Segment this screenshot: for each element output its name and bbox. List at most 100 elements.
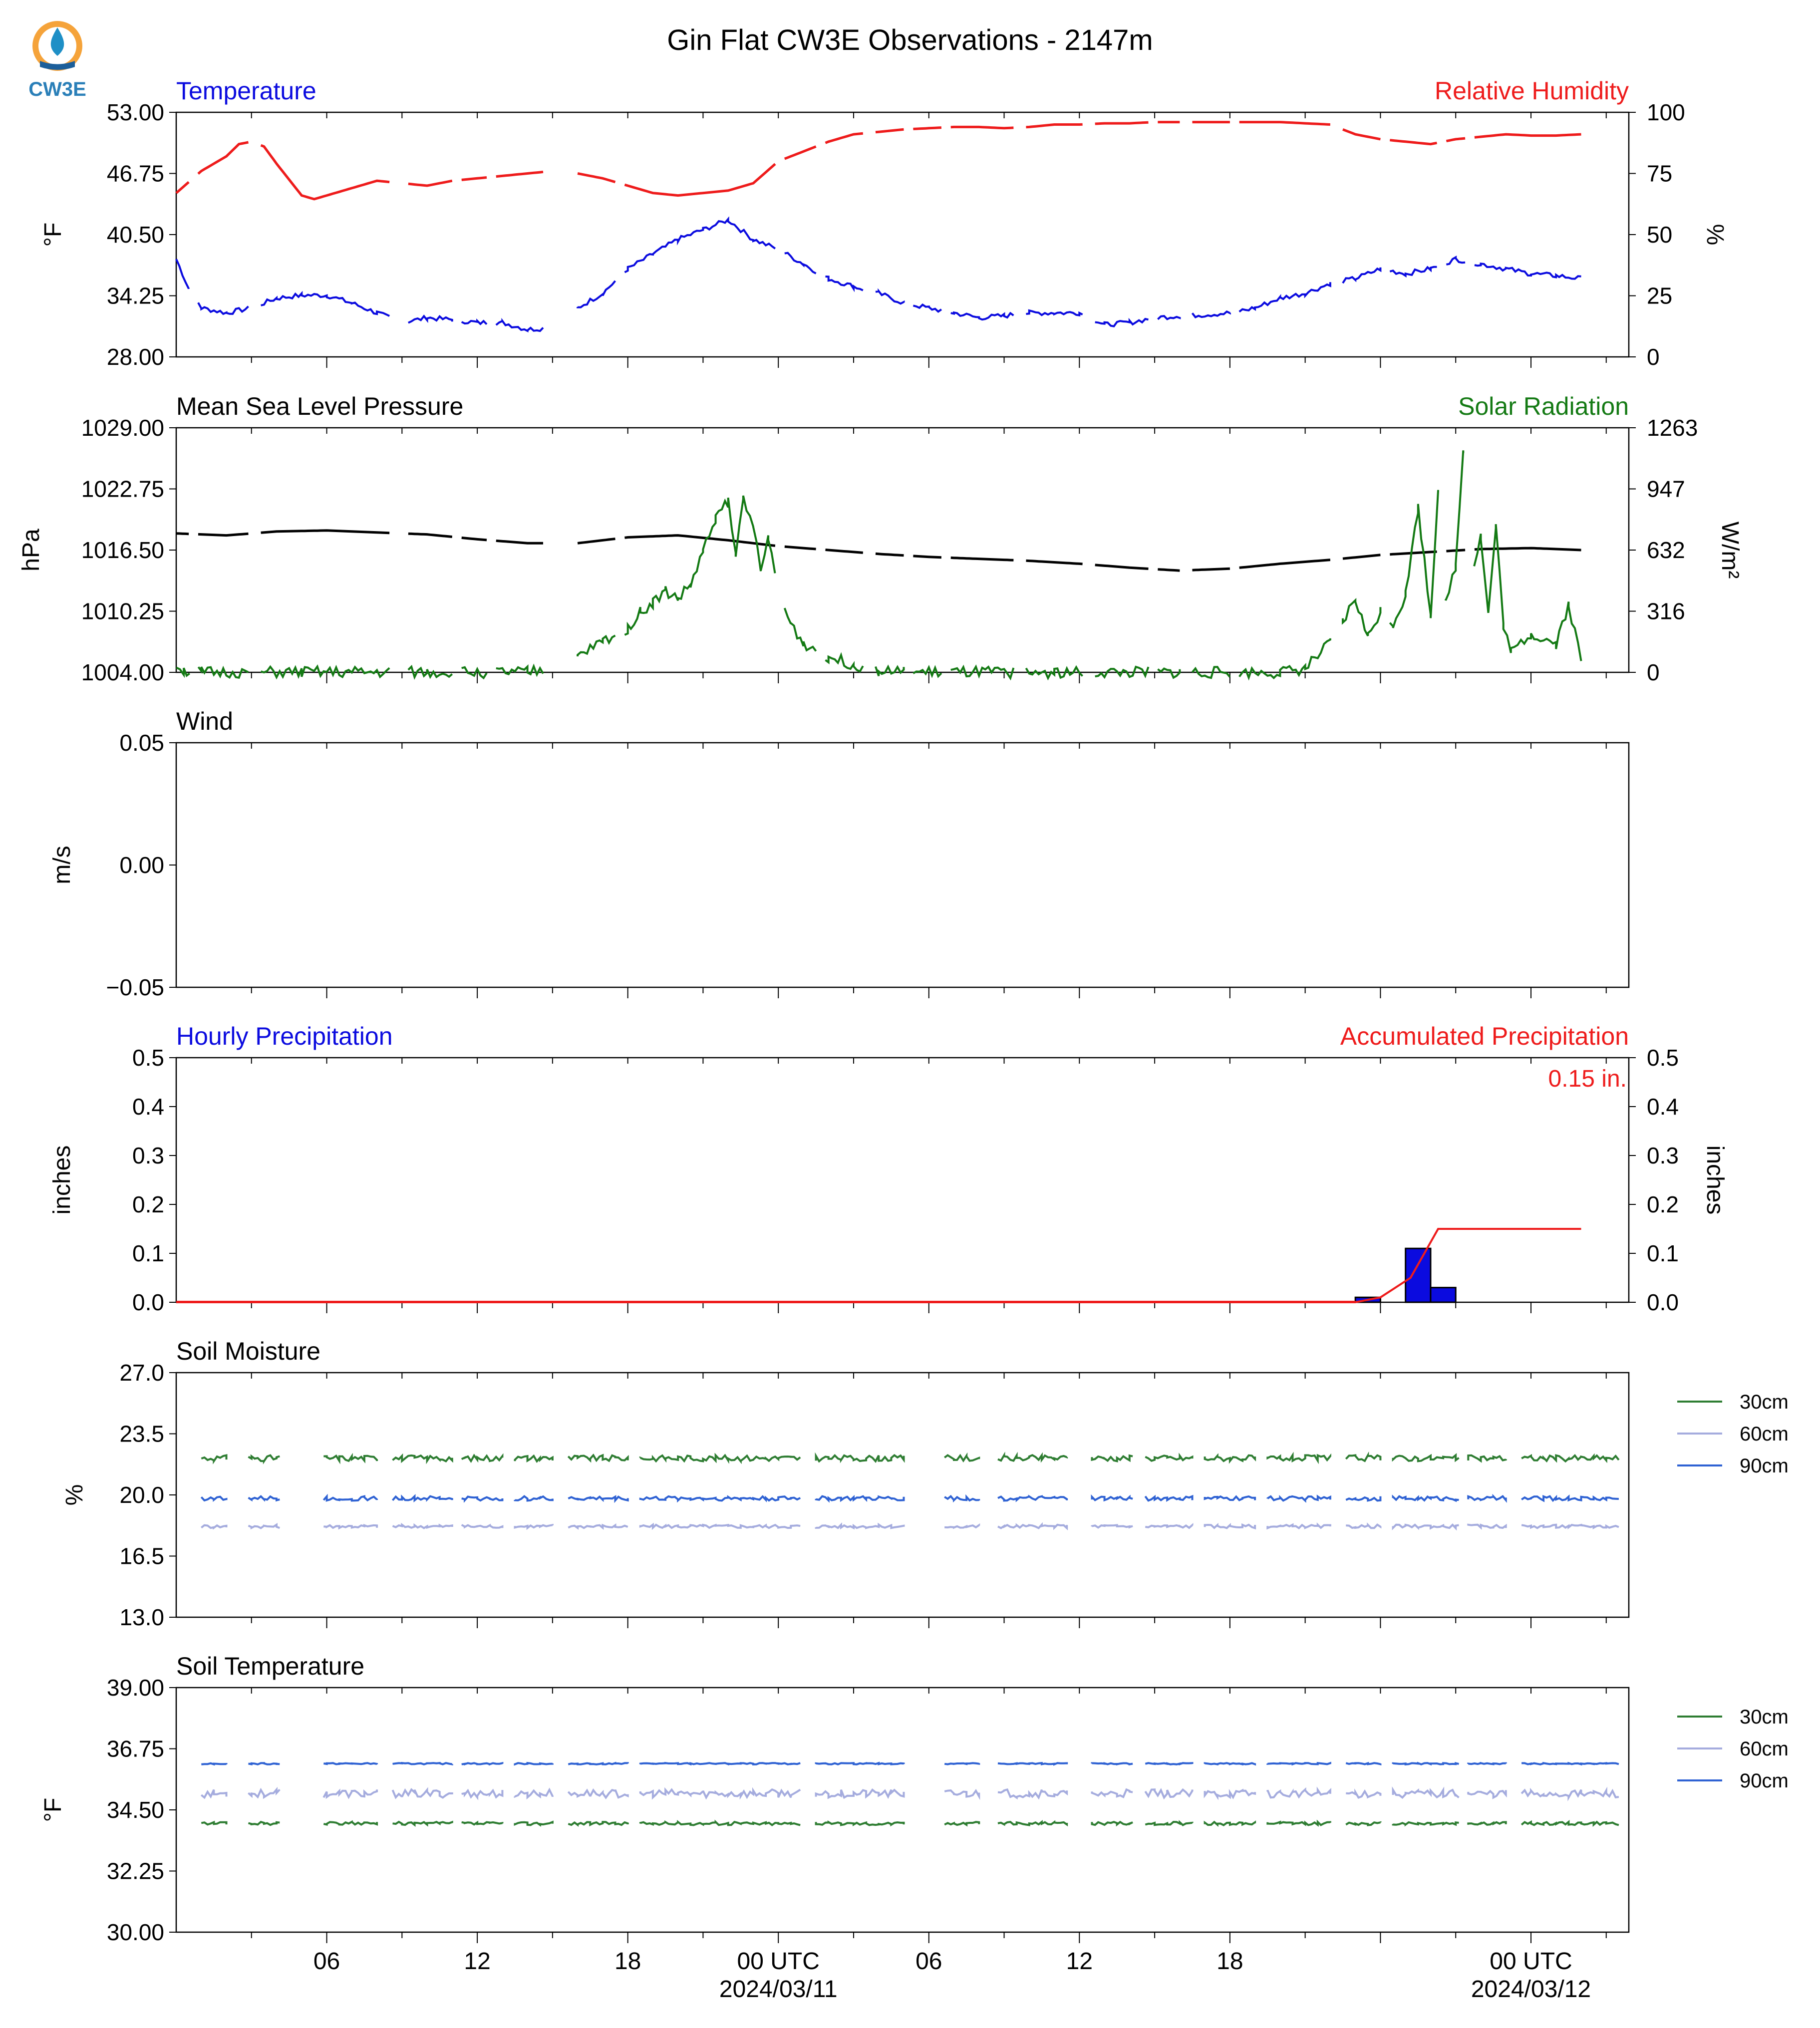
legend-label: 30cm xyxy=(1740,1391,1789,1413)
y-axis-label: m/s xyxy=(49,846,75,884)
y-tick-label-right: 0.4 xyxy=(1647,1094,1679,1120)
y-tick-label: 0.0 xyxy=(132,1289,164,1315)
x-tick-label: 18 xyxy=(614,1948,641,1975)
legend-label: 60cm xyxy=(1740,1738,1789,1760)
legend-label: 90cm xyxy=(1740,1770,1789,1792)
y-tick-label: 13.0 xyxy=(119,1604,164,1630)
panel-soil-temperature: Soil Temperature 39.00 36.75 34.50 32.25 30.0… xyxy=(40,1652,1789,2003)
plot-frame xyxy=(175,111,1630,358)
soil-series-30cm xyxy=(201,1451,1620,1464)
logo-text: CW3E xyxy=(28,78,86,100)
x-date-label: 2024/03/11 xyxy=(719,1976,838,2003)
y-axis-label-right: inches xyxy=(1702,1146,1728,1215)
panel-title-left: Wind xyxy=(176,707,233,735)
y-tick-label-right: 75 xyxy=(1647,161,1672,187)
y-tick-label: 0.5 xyxy=(132,1045,164,1071)
y-axis-label: °F xyxy=(40,223,66,247)
y-tick-label: 1029.00 xyxy=(81,415,164,441)
y-tick-label-right: 0.2 xyxy=(1647,1191,1679,1217)
panel-title-left: Temperature xyxy=(176,77,316,105)
y-axis-label-right: W/m² xyxy=(1717,522,1743,579)
accumulated-total-annotation: 0.15 in. xyxy=(1548,1066,1627,1092)
panel-pressure-solar: Mean Sea Level Pressure Solar Radiation 10… xyxy=(18,392,1743,685)
legend-label: 60cm xyxy=(1740,1423,1789,1445)
y-tick-label: 23.5 xyxy=(119,1421,164,1447)
soil-series-90cm xyxy=(200,1493,1619,1503)
x-tick-label: 00 UTC xyxy=(737,1948,820,1975)
y-axis-label: hPa xyxy=(18,529,44,572)
y-tick-label: 1016.50 xyxy=(81,537,164,563)
accumulated-precip-line xyxy=(176,1228,1581,1303)
y-tick-label: 0.4 xyxy=(132,1094,164,1120)
figure-title: Gin Flat CW3E Observations - 2147m xyxy=(667,24,1153,56)
y-tick-label: 1022.75 xyxy=(81,476,164,502)
panel-title-left: Soil Temperature xyxy=(176,1652,364,1680)
x-tick-label: 06 xyxy=(313,1948,340,1975)
plot-frame xyxy=(175,1687,1630,1933)
y-tick-label-right: 947 xyxy=(1647,476,1685,502)
y-tick-label: 40.50 xyxy=(107,222,164,248)
y-tick-label: 34.25 xyxy=(107,283,164,309)
y-axis-label: % xyxy=(61,1484,88,1506)
x-tick-label: 12 xyxy=(1066,1948,1093,1975)
panel-title-right: Relative Humidity xyxy=(1435,77,1629,105)
logo-drop-icon xyxy=(50,27,64,56)
y-tick-label: 32.25 xyxy=(107,1858,164,1884)
y-tick-label: 34.50 xyxy=(107,1797,164,1823)
cw3e-logo: CW3E xyxy=(28,21,86,100)
series-line-mean-sea-level-pressure xyxy=(176,529,1581,572)
y-tick-label: 30.00 xyxy=(107,1919,164,1945)
series-line-relative-humidity xyxy=(175,121,1581,201)
soil-series-60cm xyxy=(201,1522,1619,1531)
y-tick-label-right: 50 xyxy=(1647,222,1672,248)
x-tick-label: 06 xyxy=(915,1948,942,1975)
legend-label: 90cm xyxy=(1740,1455,1789,1477)
panel-temperature-rh: Temperature Relative Humidity 53.00 46.75 40… xyxy=(40,77,1728,370)
series-line-temperature xyxy=(175,216,1581,332)
y-tick-label-right: 0.1 xyxy=(1647,1240,1679,1266)
x-tick-label: 12 xyxy=(464,1948,490,1975)
y-tick-label-right: 25 xyxy=(1647,283,1672,309)
y-tick-label-right: 0.3 xyxy=(1647,1143,1679,1168)
y-tick-label: 0.1 xyxy=(132,1240,164,1266)
y-tick-label: 39.00 xyxy=(107,1675,164,1701)
panel-title-right: Solar Radiation xyxy=(1458,392,1629,420)
plot-frame xyxy=(175,1372,1630,1618)
hourly-precip-bar xyxy=(1405,1247,1432,1303)
y-tick-label-right: 0.0 xyxy=(1647,1289,1679,1315)
hourly-precip-bar xyxy=(1430,1287,1457,1303)
x-tick-label: 00 UTC xyxy=(1490,1948,1572,1975)
plot-frame xyxy=(175,742,1630,988)
y-tick-label: 0.00 xyxy=(119,852,164,878)
y-tick-label: 46.75 xyxy=(107,161,164,187)
y-tick-label: 53.00 xyxy=(107,99,164,125)
panel-soil-moisture: Soil Moisture 27.0 23.5 20.0 16.5 13.0% 30cm 60… xyxy=(61,1337,1789,1630)
soil-series-30cm xyxy=(201,1819,1619,1827)
soil-series-60cm xyxy=(201,1786,1619,1801)
y-tick-label-right: 1263 xyxy=(1647,415,1698,441)
panel-wind: Wind 0.05 0.00 −0.05 m/s xyxy=(49,707,1630,1000)
y-tick-label: −0.05 xyxy=(106,974,164,1000)
y-tick-label: 27.0 xyxy=(119,1360,164,1386)
y-axis-label-right: % xyxy=(1702,224,1728,246)
y-tick-label-right: 0.5 xyxy=(1647,1045,1679,1071)
y-tick-label: 28.00 xyxy=(107,344,164,370)
y-tick-label-right: 100 xyxy=(1647,99,1685,125)
y-tick-label: 16.5 xyxy=(119,1543,164,1569)
panel-precipitation: Hourly Precipitation Accumulated Precipit… xyxy=(49,1022,1728,1315)
x-date-label: 2024/03/12 xyxy=(1471,1976,1591,2003)
y-tick-label-right: 632 xyxy=(1647,537,1685,563)
y-tick-label: 0.3 xyxy=(132,1143,164,1168)
y-tick-label: 36.75 xyxy=(107,1736,164,1762)
panel-title-left: Hourly Precipitation xyxy=(176,1022,393,1050)
y-tick-label: 1004.00 xyxy=(81,659,164,685)
series-line-solar-radiation xyxy=(176,450,1582,681)
chart-panels: Temperature Relative Humidity 53.00 46.75 40… xyxy=(18,77,1789,2003)
y-tick-label: 0.2 xyxy=(132,1191,164,1217)
y-tick-label-right: 316 xyxy=(1647,598,1685,624)
y-tick-label: 0.05 xyxy=(119,730,164,756)
y-axis-label: °F xyxy=(40,1798,66,1822)
y-tick-label: 1010.25 xyxy=(81,598,164,624)
y-tick-label-right: 0 xyxy=(1647,344,1660,370)
y-tick-label-right: 0 xyxy=(1647,659,1660,685)
